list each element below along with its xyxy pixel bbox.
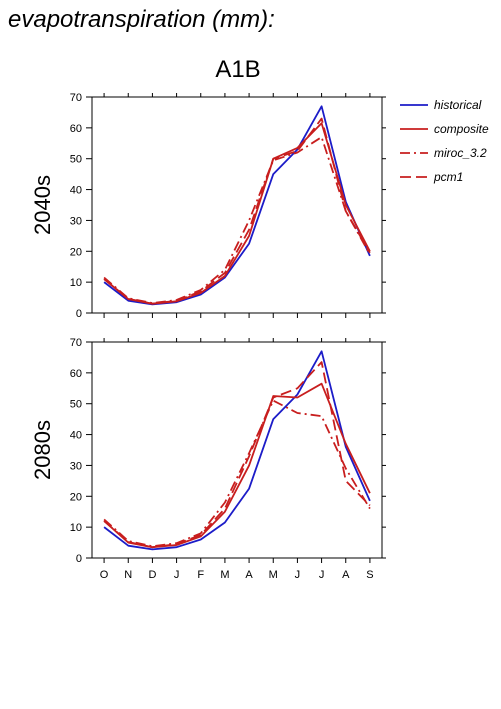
y-tick-label: 40 [70,185,82,197]
y-tick-label: 0 [76,308,82,320]
panel-2040s: 0 10 20 30 40 50 60 70 2040s [30,92,386,320]
series-line-pcm1 [103,117,371,305]
legend: historical composite miroc_3.2 pcm1 [400,98,489,184]
scenario-title: A1B [215,56,261,83]
chart-panels: 0 10 20 30 40 50 60 70 2040s 0 10 20 30 40 50 60 70 O N D J F… [30,92,386,581]
y-tick-label: 70 [70,92,82,104]
x-tick-label: J [174,569,180,581]
y-tick-label: 20 [70,491,82,503]
legend-label: historical [434,98,482,112]
y-axis-label: 2080s [30,420,55,480]
figure-title: evapotranspiration (mm): [8,6,275,33]
series-line-composite [103,382,371,549]
x-tick-label: S [366,569,373,581]
y-tick-label: 0 [76,553,82,565]
y-tick-label: 40 [70,430,82,442]
x-tick-label: O [100,569,109,581]
x-tick-label: J [295,569,301,581]
x-tick-label: M [220,569,229,581]
x-tick-label: F [197,569,204,581]
y-axis-label: 2040s [30,175,55,235]
y-tick-label: 10 [70,522,82,534]
series-line-pcm1 [103,361,371,549]
x-tick-label: A [245,569,253,581]
series-line-historical [103,105,371,306]
y-tick-label: 60 [70,368,82,380]
y-tick-label: 30 [70,460,82,472]
y-tick-label: 30 [70,215,82,227]
plot-frame [91,341,383,559]
series-line-miroc-3-2 [103,399,371,548]
x-tick-label: J [319,569,325,581]
x-tick-label: A [342,569,350,581]
legend-label: pcm1 [433,170,463,184]
plot-frame [91,96,383,314]
legend-label: composite [434,122,489,136]
y-tick-label: 50 [70,154,82,166]
y-tick-label: 10 [70,277,82,289]
series-line-miroc-3-2 [103,136,371,305]
legend-label: miroc_3.2 [434,146,487,160]
y-tick-label: 60 [70,123,82,135]
x-tick-label: N [124,569,132,581]
panel-2080s: 0 10 20 30 40 50 60 70 O N D J F M A M J J A S 2080s [30,337,386,581]
y-tick-label: 50 [70,399,82,411]
x-tick-label: D [148,569,156,581]
x-tick-label: M [269,569,278,581]
y-tick-label: 70 [70,337,82,349]
y-tick-label: 20 [70,246,82,258]
series-line-historical [103,350,371,551]
